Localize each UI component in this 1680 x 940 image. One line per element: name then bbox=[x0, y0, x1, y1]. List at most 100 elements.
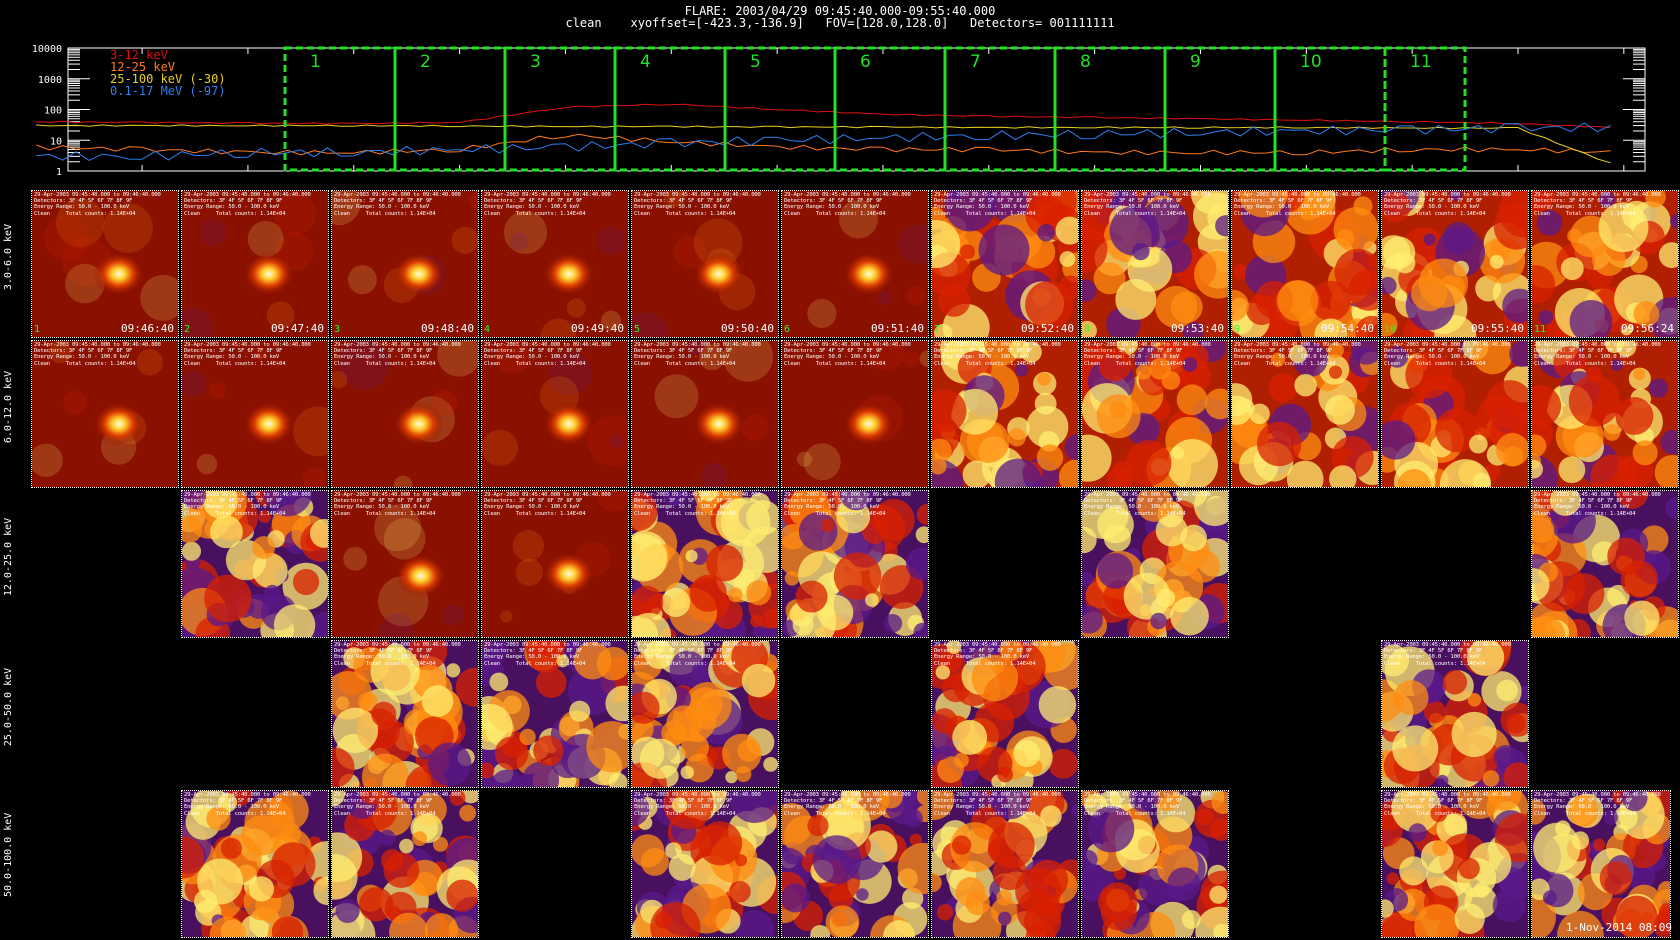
image-tile[interactable]: 29-Apr-2003 09:45:40.000 to 09:46:40.000… bbox=[931, 790, 1079, 938]
date-stamp: 1-Nov-2014 08:09 bbox=[1566, 921, 1672, 934]
image-tile[interactable]: 29-Apr-2003 09:45:40.000 to 09:46:40.000… bbox=[31, 190, 179, 338]
interval-box[interactable] bbox=[723, 46, 837, 172]
interval-label: 4 bbox=[640, 52, 651, 72]
tile-index-label: 6 bbox=[784, 324, 791, 335]
heatmap-image bbox=[782, 791, 928, 937]
legend-entry: 25-100 keV (-30) bbox=[110, 72, 226, 86]
image-tile[interactable]: 29-Apr-2003 09:45:40.000 to 09:46:40.000… bbox=[781, 790, 929, 938]
plot-subtitle: clean xyoffset=[-423.3,-136.9] FOV=[128.… bbox=[565, 16, 1115, 30]
image-tile[interactable]: 29-Apr-2003 09:45:40.000 to 09:46:40.000… bbox=[1231, 340, 1379, 488]
tile-header-text: 29-Apr-2003 09:45:40.000 to 09:46:40.000… bbox=[1384, 792, 1511, 817]
interval-box[interactable] bbox=[1163, 46, 1277, 172]
image-tile[interactable]: 29-Apr-2003 09:45:40.000 to 09:46:40.000… bbox=[631, 190, 779, 338]
heatmap-image bbox=[32, 191, 178, 337]
tile-header-text: 29-Apr-2003 09:45:40.000 to 09:46:40.000… bbox=[334, 492, 461, 517]
heatmap-image bbox=[332, 641, 478, 787]
image-tile[interactable]: 29-Apr-2003 09:45:40.000 to 09:46:40.000… bbox=[481, 340, 629, 488]
heatmap-image bbox=[332, 341, 478, 487]
image-tile[interactable]: 29-Apr-2003 09:45:40.000 to 09:46:40.000… bbox=[331, 340, 479, 488]
image-tile[interactable]: 29-Apr-2003 09:45:40.000 to 09:46:40.000… bbox=[1531, 490, 1679, 638]
image-tile[interactable]: 29-Apr-2003 09:45:40.000 to 09:46:40.000… bbox=[331, 640, 479, 788]
heatmap-image bbox=[782, 491, 928, 637]
image-tile[interactable]: 29-Apr-2003 09:45:40.000 to 09:46:40.000… bbox=[331, 190, 479, 338]
tile-header-text: 29-Apr-2003 09:45:40.000 to 09:46:40.000… bbox=[1234, 192, 1361, 217]
heatmap-image bbox=[932, 191, 1078, 337]
image-tile[interactable]: 29-Apr-2003 09:45:40.000 to 09:46:40.000… bbox=[1081, 340, 1229, 488]
xtick-label: 09:44 bbox=[127, 176, 157, 177]
image-tile[interactable]: 29-Apr-2003 09:45:40.000 to 09:46:40.000… bbox=[31, 340, 179, 488]
energy-row-label: 6.0-12.0 keV bbox=[3, 370, 14, 444]
image-tile[interactable]: 29-Apr-2003 09:45:40.000 to 09:46:40.000… bbox=[631, 790, 779, 938]
image-tile[interactable]: 29-Apr-2003 09:45:40.000 to 09:46:40.000… bbox=[181, 490, 329, 638]
heatmap-image bbox=[482, 641, 628, 787]
image-tile[interactable]: 29-Apr-2003 09:45:40.000 to 09:46:40.000… bbox=[331, 790, 479, 938]
image-tile[interactable]: 29-Apr-2003 09:45:40.000 to 09:46:40.000… bbox=[181, 790, 329, 938]
image-tile[interactable]: 29-Apr-2003 09:45:40.000 to 09:46:40.000… bbox=[931, 190, 1079, 338]
heatmap-image bbox=[1232, 191, 1378, 337]
image-tile[interactable]: 29-Apr-2003 09:45:40.000 to 09:46:40.000… bbox=[781, 190, 929, 338]
tile-header-text: 29-Apr-2003 09:45:40.000 to 09:46:40.000… bbox=[1534, 342, 1661, 367]
heatmap-image bbox=[1532, 341, 1678, 487]
interval-box[interactable] bbox=[283, 46, 397, 172]
interval-label: 9 bbox=[1190, 52, 1201, 72]
image-tile[interactable]: 29-Apr-2003 09:45:40.000 to 09:46:40.000… bbox=[1531, 340, 1679, 488]
image-tile[interactable]: 29-Apr-2003 09:45:40.000 to 09:46:40.000… bbox=[331, 490, 479, 638]
image-tile[interactable]: 29-Apr-2003 09:45:40.000 to 09:46:40.000… bbox=[181, 190, 329, 338]
image-tile[interactable]: 29-Apr-2003 09:45:40.000 to 09:46:40.000… bbox=[1081, 490, 1229, 638]
series-line bbox=[36, 122, 1611, 161]
series-line bbox=[36, 103, 1611, 129]
interval-box[interactable] bbox=[833, 46, 947, 172]
image-tile[interactable]: 29-Apr-2003 09:45:40.000 to 09:46:40.000… bbox=[181, 340, 329, 488]
heatmap-image bbox=[1082, 791, 1228, 937]
heatmap-image bbox=[1532, 191, 1678, 337]
image-tile[interactable]: 29-Apr-2003 09:45:40.000 to 09:46:40.000… bbox=[631, 490, 779, 638]
tile-header-text: 29-Apr-2003 09:45:40.000 to 09:46:40.000… bbox=[1084, 792, 1211, 817]
tile-header-text: 29-Apr-2003 09:45:40.000 to 09:46:40.000… bbox=[1234, 342, 1361, 367]
heatmap-image bbox=[332, 791, 478, 937]
tile-time-label: 09:52:40 bbox=[1021, 322, 1074, 335]
ytick-label: 1 bbox=[56, 167, 62, 177]
image-tile[interactable]: 29-Apr-2003 09:45:40.000 to 09:46:40.000… bbox=[1381, 790, 1529, 938]
image-tile[interactable]: 29-Apr-2003 09:45:40.000 to 09:46:40.000… bbox=[631, 340, 779, 488]
tile-index-label: 5 bbox=[634, 324, 641, 335]
tile-header-text: 29-Apr-2003 09:45:40.000 to 09:46:40.000… bbox=[1384, 642, 1511, 667]
image-tile[interactable]: 29-Apr-2003 09:45:40.000 to 09:46:40.000… bbox=[481, 490, 629, 638]
heatmap-image bbox=[482, 341, 628, 487]
interval-box[interactable] bbox=[1383, 46, 1467, 172]
image-tile[interactable]: 29-Apr-2003 09:45:40.000 to 09:46:40.000… bbox=[1381, 640, 1529, 788]
heatmap-image bbox=[1082, 491, 1228, 637]
heatmap-image bbox=[482, 191, 628, 337]
tile-header-text: 29-Apr-2003 09:45:40.000 to 09:46:40.000… bbox=[1384, 192, 1511, 217]
image-tile[interactable]: 29-Apr-2003 09:45:40.000 to 09:46:40.000… bbox=[1381, 340, 1529, 488]
xtick-label: 09:48 bbox=[550, 176, 580, 177]
image-tile[interactable]: 29-Apr-2003 09:45:40.000 to 09:46:40.000… bbox=[931, 340, 1079, 488]
interval-box[interactable] bbox=[503, 46, 617, 172]
image-tile[interactable]: 29-Apr-2003 09:45:40.000 to 09:46:40.000… bbox=[1381, 190, 1529, 338]
tile-time-label: 09:46:40 bbox=[121, 322, 174, 335]
tile-time-label: 09:47:40 bbox=[271, 322, 324, 335]
tile-header-text: 29-Apr-2003 09:45:40.000 to 09:46:40.000… bbox=[634, 342, 761, 367]
image-tile[interactable]: 29-Apr-2003 09:45:40.000 to 09:46:40.000… bbox=[1081, 190, 1229, 338]
image-tile[interactable]: 29-Apr-2003 09:45:40.000 to 09:46:40.000… bbox=[931, 640, 1079, 788]
interval-label: 3 bbox=[530, 52, 541, 72]
heatmap-image bbox=[332, 491, 478, 637]
interval-box[interactable] bbox=[613, 46, 727, 172]
tile-header-text: 29-Apr-2003 09:45:40.000 to 09:46:40.000… bbox=[1534, 492, 1661, 517]
interval-label: 8 bbox=[1080, 52, 1091, 72]
image-tile[interactable]: 29-Apr-2003 09:45:40.000 to 09:46:40.000… bbox=[481, 640, 629, 788]
tile-time-label: 09:49:40 bbox=[571, 322, 624, 335]
tile-header-text: 29-Apr-2003 09:45:40.000 to 09:46:40.000… bbox=[334, 792, 461, 817]
image-tile[interactable]: 29-Apr-2003 09:45:40.000 to 09:46:40.000… bbox=[1531, 790, 1671, 938]
image-tile[interactable]: 29-Apr-2003 09:45:40.000 to 09:46:40.000… bbox=[1081, 790, 1229, 938]
tile-time-label: 09:48:40 bbox=[421, 322, 474, 335]
image-tile[interactable]: 29-Apr-2003 09:45:40.000 to 09:46:40.000… bbox=[781, 340, 929, 488]
image-tile[interactable]: 29-Apr-2003 09:45:40.000 to 09:46:40.000… bbox=[481, 190, 629, 338]
heatmap-image bbox=[182, 191, 328, 337]
heatmap-image bbox=[332, 191, 478, 337]
image-tile[interactable]: 29-Apr-2003 09:45:40.000 to 09:46:40.000… bbox=[1531, 190, 1679, 338]
image-tile[interactable]: 29-Apr-2003 09:45:40.000 to 09:46:40.000… bbox=[1231, 190, 1379, 338]
heatmap-image bbox=[782, 341, 928, 487]
image-tile[interactable]: 29-Apr-2003 09:45:40.000 to 09:46:40.000… bbox=[631, 640, 779, 788]
image-tile[interactable]: 29-Apr-2003 09:45:40.000 to 09:46:40.000… bbox=[781, 490, 929, 638]
ytick-label: 1000 bbox=[38, 75, 62, 86]
